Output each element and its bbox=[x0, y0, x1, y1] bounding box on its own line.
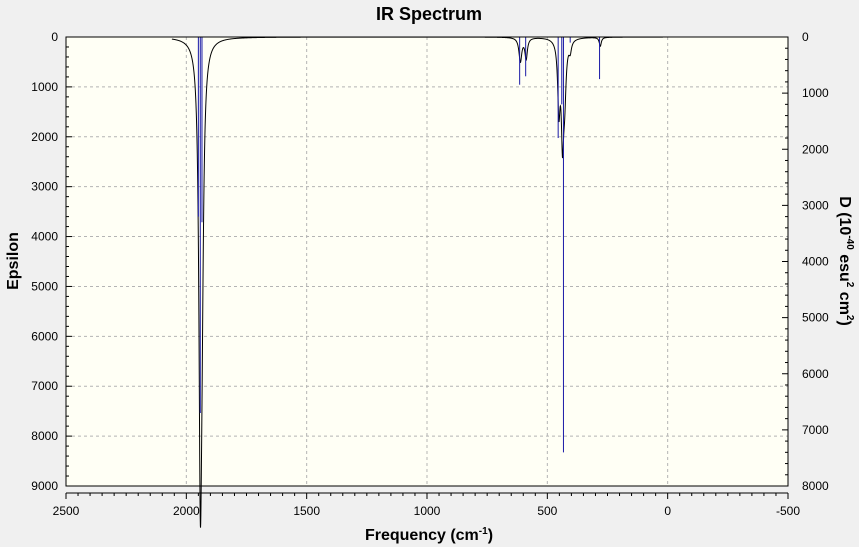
y-axis-title: Epsilon bbox=[5, 232, 22, 290]
y-tick-label: 7000 bbox=[31, 379, 58, 393]
stick-lines bbox=[197, 37, 601, 453]
y-tick-label: 5000 bbox=[31, 279, 58, 293]
y2-tick-label: 5000 bbox=[802, 311, 829, 325]
y2-tick-label: 1000 bbox=[802, 86, 829, 100]
y-tick-label: 1000 bbox=[31, 80, 58, 94]
x-axis: 2500 2000 1500 1000 500 0 -500 bbox=[53, 492, 800, 518]
y-tick-label: 0 bbox=[51, 30, 58, 44]
y-axis-right: 0 1000 2000 3000 4000 5000 6000 7000 8000 bbox=[782, 30, 829, 493]
x-tick-label: 0 bbox=[664, 504, 671, 518]
y-axis-left: 0 1000 2000 3000 4000 5000 6000 7000 8000 9000 bbox=[31, 30, 72, 493]
y2-tick-label: 4000 bbox=[802, 255, 829, 269]
y-tick-label: 3000 bbox=[31, 180, 58, 194]
x-tick-label: 1000 bbox=[414, 504, 441, 518]
y2-tick-label: 7000 bbox=[802, 423, 829, 437]
x-tick-label: -500 bbox=[776, 504, 800, 518]
y2-tick-label: 0 bbox=[802, 30, 809, 44]
y-tick-label: 6000 bbox=[31, 329, 58, 343]
y-tick-label: 2000 bbox=[31, 130, 58, 144]
y2-tick-label: 6000 bbox=[802, 367, 829, 381]
y2-axis-title: D (10-40 esu2 cm2) bbox=[836, 196, 855, 326]
y-tick-label: 8000 bbox=[31, 429, 58, 443]
y-tick-label: 4000 bbox=[31, 230, 58, 244]
chart-title: IR Spectrum bbox=[376, 4, 482, 24]
y2-tick-label: 8000 bbox=[802, 479, 829, 493]
x-tick-label: 2500 bbox=[53, 504, 80, 518]
x-axis-title: Frequency (cm-1) bbox=[365, 526, 493, 544]
x-tick-label: 2000 bbox=[173, 504, 200, 518]
x-tick-label: 500 bbox=[537, 504, 557, 518]
grid-lines bbox=[66, 37, 788, 486]
y2-tick-label: 2000 bbox=[802, 142, 829, 156]
x-tick-label: 1500 bbox=[293, 504, 320, 518]
y2-tick-label: 3000 bbox=[802, 198, 829, 212]
y-tick-label: 9000 bbox=[31, 479, 58, 493]
